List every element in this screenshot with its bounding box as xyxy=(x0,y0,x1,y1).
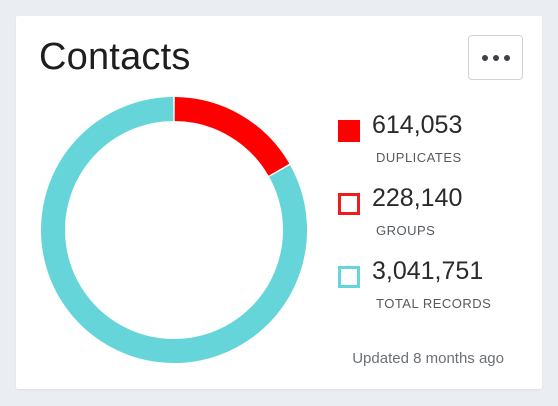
legend-label-duplicates: DUPLICATES xyxy=(376,150,462,165)
contacts-card: Contacts 614,053 DUPLICATES 228,140 GROU… xyxy=(16,16,542,389)
donut-segment-total-records xyxy=(41,97,307,363)
legend-value-total-records: 3,041,751 xyxy=(372,257,484,285)
legend-swatch-groups xyxy=(338,193,360,215)
legend-label-groups: GROUPS xyxy=(376,223,436,238)
more-options-button[interactable] xyxy=(468,35,523,80)
legend-value-duplicates: 614,053 xyxy=(372,111,463,139)
legend-swatch-duplicates xyxy=(338,120,360,142)
updated-timestamp: Updated 8 months ago xyxy=(352,350,504,367)
legend-label-total-records: TOTAL RECORDS xyxy=(376,296,492,311)
legend-value-groups: 228,140 xyxy=(372,184,463,212)
donut-chart xyxy=(41,97,307,363)
donut-segment-duplicates xyxy=(174,97,290,176)
card-title: Contacts xyxy=(39,36,191,78)
legend-swatch-total-records xyxy=(338,266,360,288)
more-horizontal-icon xyxy=(481,54,510,61)
